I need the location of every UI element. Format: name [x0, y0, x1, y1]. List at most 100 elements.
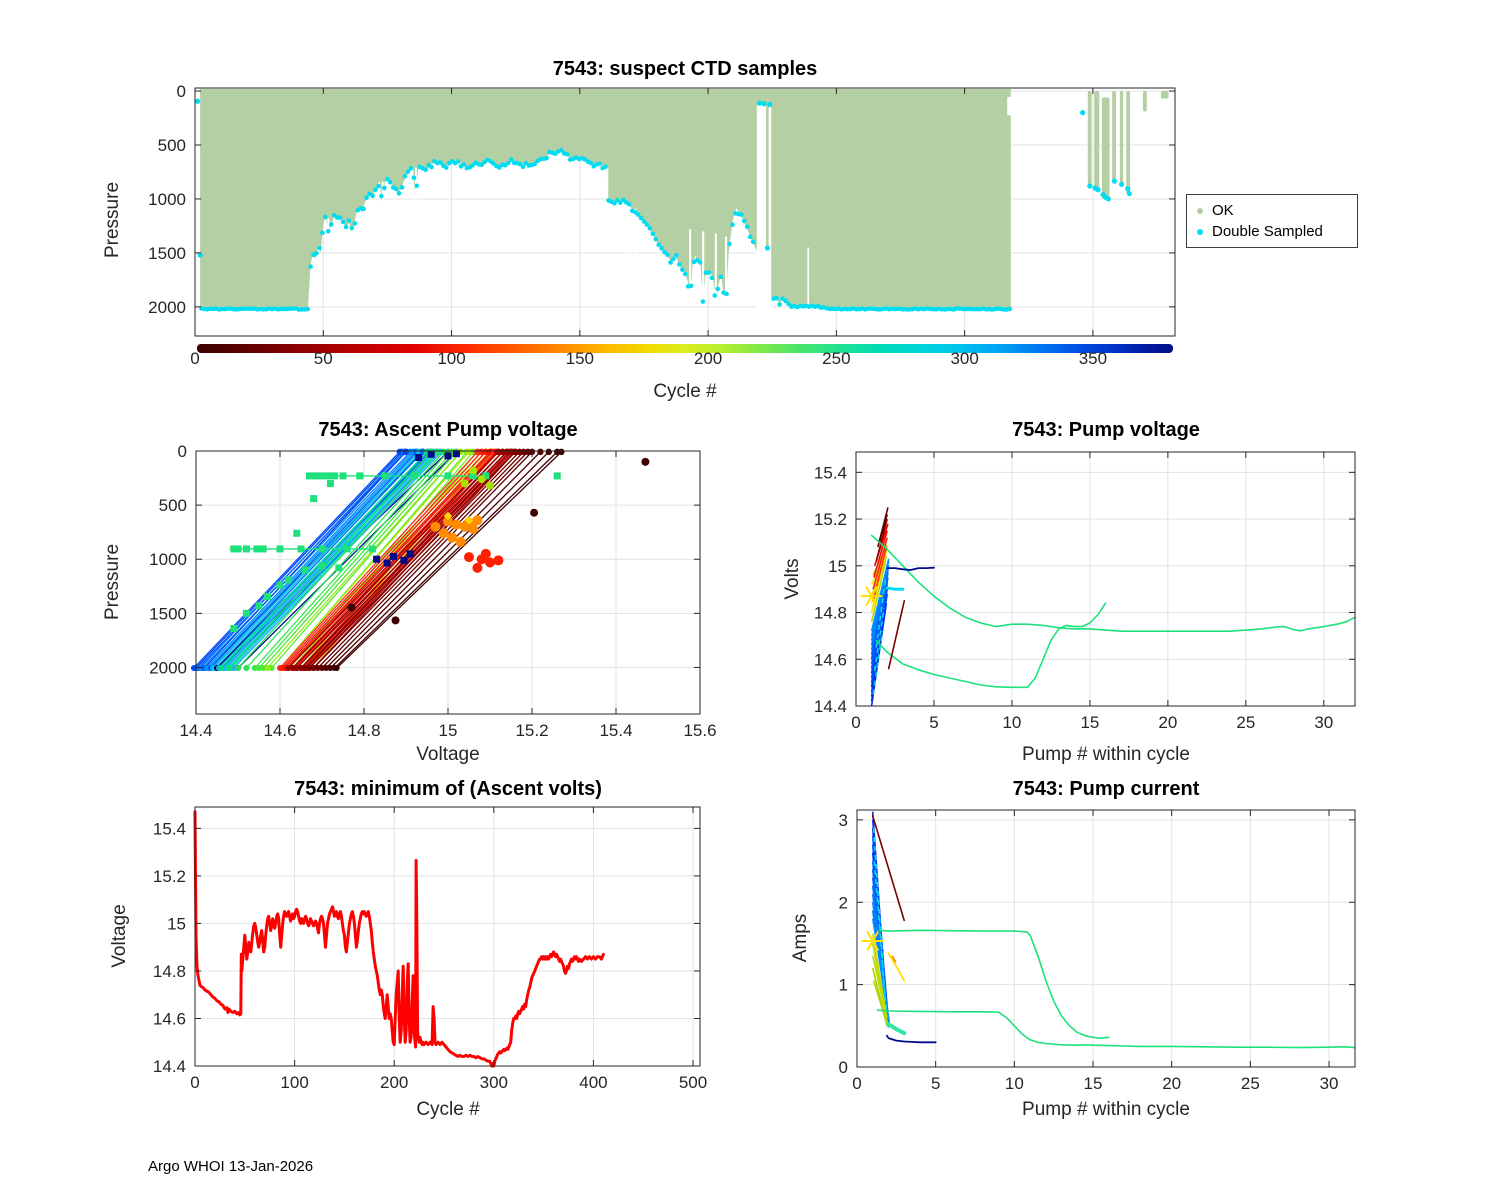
ascent-line — [321, 451, 533, 669]
data-marker — [447, 532, 458, 543]
ascent-line — [258, 451, 453, 669]
double-sampled-dot — [1080, 110, 1086, 116]
spike-marker — [356, 472, 364, 480]
tick-label: 500 — [158, 136, 186, 155]
data-marker — [400, 556, 408, 564]
data-marker — [415, 453, 423, 461]
spike-marker — [305, 472, 313, 480]
double-sampled-dot — [635, 212, 641, 217]
spike-marker — [339, 472, 347, 480]
pumpv-xlabel: Pump # within cycle — [1022, 744, 1190, 765]
ctd-xlabel: Cycle # — [653, 381, 717, 402]
spike-marker — [297, 545, 305, 553]
data-marker — [263, 593, 271, 601]
axis-box — [855, 451, 1356, 707]
ascent-plot: 14.4 14.6 14.8 15 15.2 15.4 15.6 0 500 1000 1500 20… — [149, 442, 716, 740]
spike-marker — [230, 545, 238, 553]
data-marker — [477, 475, 486, 484]
data-marker — [438, 528, 449, 539]
pumpv-ylabel: Volts — [782, 558, 803, 600]
tick-label: 0 — [851, 713, 860, 732]
spike-marker — [381, 472, 389, 480]
double-sampled-dot — [750, 239, 756, 245]
double-sampled-dot — [741, 218, 747, 224]
ok-marker-icon — [1197, 207, 1203, 214]
pump-segment — [873, 607, 885, 672]
data-marker — [389, 553, 397, 561]
tick-label: 14.8 — [814, 604, 847, 623]
tick-label: 10 — [1005, 1074, 1024, 1093]
pump-line — [870, 534, 1356, 633]
double-sampled-dot — [647, 226, 653, 231]
line-end-marker — [319, 665, 325, 672]
data-marker — [472, 562, 483, 573]
data-marker — [391, 616, 400, 625]
double-sampled-dot — [379, 193, 384, 199]
double-sampled-dot — [197, 252, 203, 258]
line-end-marker — [293, 665, 300, 672]
ok-island — [1112, 91, 1116, 181]
double-sampled-dot — [384, 176, 390, 182]
pump-line — [886, 1022, 907, 1036]
line-end-marker — [402, 448, 410, 456]
tick-label: 3 — [839, 811, 848, 830]
tick-label: 14.6 — [263, 721, 296, 740]
double-sampled-dot — [727, 241, 732, 247]
spike-marker — [343, 545, 351, 553]
double-sampled-dot — [402, 173, 408, 179]
tick-label: 15 — [1080, 713, 1099, 732]
data-marker — [318, 562, 326, 570]
tick-label: 5 — [931, 1074, 940, 1093]
tick-label: 14.6 — [814, 650, 847, 669]
data-gap — [634, 208, 637, 276]
double-sampled-dot — [612, 201, 617, 206]
double-sampled-dot — [414, 183, 420, 189]
double-sampled-dot — [479, 162, 484, 168]
double-sampled-dot — [373, 187, 378, 193]
line-end-marker — [226, 665, 233, 672]
line-end-marker — [465, 448, 473, 456]
spike-marker — [368, 545, 376, 553]
line-end-marker — [260, 665, 267, 672]
pump-line — [887, 599, 906, 670]
double-sampled-dot — [744, 224, 750, 230]
double-sampled-dot — [387, 179, 393, 185]
double-sampled-dot — [346, 218, 352, 223]
data-marker — [406, 550, 414, 558]
ascent-line — [281, 451, 483, 669]
ascent-line — [308, 451, 514, 669]
pump-segment — [878, 514, 888, 543]
ascent-line — [203, 451, 407, 669]
ascent-line — [229, 451, 438, 669]
ascent-line — [292, 451, 504, 669]
line-end-marker — [256, 665, 262, 672]
tick-label: 150 — [566, 349, 594, 368]
tick-label: 30 — [1320, 1074, 1339, 1093]
double-sampled-dot — [364, 195, 369, 200]
double-sampled-dot — [774, 295, 780, 301]
ascent-line — [237, 451, 438, 669]
tick-label: 1 — [839, 976, 848, 995]
spike-marker — [318, 472, 326, 480]
tick-label: 15.4 — [599, 721, 632, 740]
pump-segment — [873, 530, 888, 578]
spike-marker — [324, 472, 332, 480]
data-marker — [293, 529, 301, 537]
ascent-title: 7543: Ascent Pump voltage — [318, 419, 578, 441]
double-sampled-dot — [352, 221, 358, 226]
data-marker — [326, 479, 334, 487]
double-sampled-dot — [756, 100, 762, 106]
double-sampled-dot — [674, 253, 679, 258]
double-sampled-dot — [677, 262, 682, 267]
min-volts-line — [193, 810, 605, 1068]
spike-marker — [410, 472, 418, 480]
double-sampled-dot — [376, 183, 381, 189]
double-sampled-dot — [455, 159, 461, 164]
data-marker — [242, 609, 250, 617]
ok-island — [1142, 91, 1147, 112]
data-marker — [493, 555, 504, 566]
axis-box — [194, 806, 701, 1067]
pump-segment — [870, 560, 887, 623]
